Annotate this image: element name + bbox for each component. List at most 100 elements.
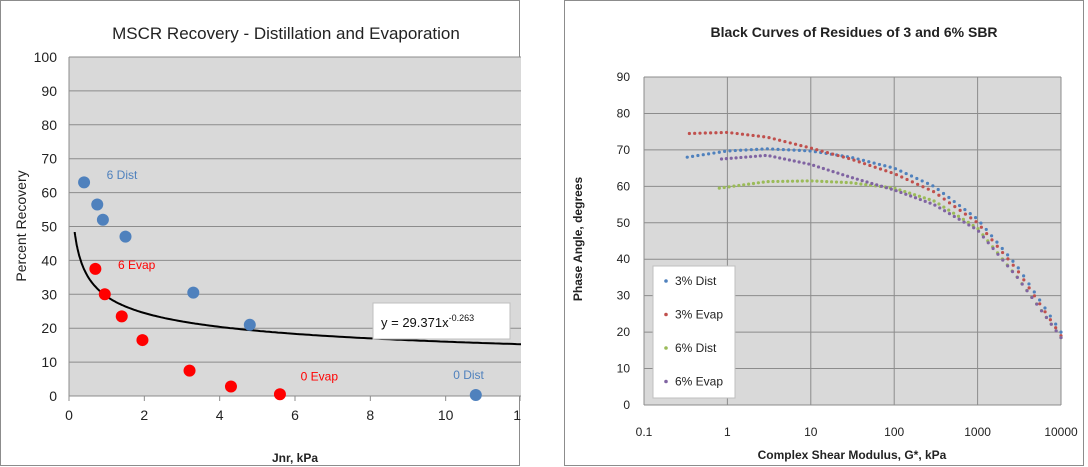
series-dot bbox=[1035, 302, 1039, 306]
series-dot bbox=[781, 148, 785, 152]
y-tick-label: 70 bbox=[41, 151, 57, 167]
point-annotations: 6 Dist 6 Evap 0 Evap 0 Dist bbox=[107, 168, 485, 384]
series-dot bbox=[849, 181, 853, 185]
series-dot bbox=[923, 199, 927, 203]
series-dot bbox=[701, 153, 705, 157]
x-tick-labels: 0.1 1 10 100 1000 10000 bbox=[636, 425, 1078, 439]
series-dot bbox=[790, 179, 795, 183]
x-tick-label: 12 bbox=[513, 407, 521, 423]
series-dot bbox=[805, 179, 809, 183]
point-annotation: 0 Evap bbox=[301, 370, 339, 384]
series-dot bbox=[921, 185, 925, 189]
series-dot bbox=[952, 214, 956, 219]
series-dot bbox=[941, 191, 946, 196]
series-dot bbox=[693, 131, 697, 135]
series-dot bbox=[799, 143, 803, 148]
series-dot bbox=[815, 148, 819, 152]
series-dot bbox=[730, 131, 734, 135]
series-dot bbox=[747, 182, 751, 186]
series-dot bbox=[825, 179, 829, 184]
series-dot bbox=[820, 179, 824, 183]
series-dot bbox=[846, 174, 850, 178]
x-tick-label: 0.1 bbox=[636, 425, 653, 439]
series-dot bbox=[709, 131, 713, 135]
series-dot bbox=[864, 182, 868, 187]
x-tick-label: 2 bbox=[140, 407, 148, 423]
series-dot bbox=[836, 171, 840, 175]
y-tick-labels: 0 10 20 30 40 50 60 70 80 90 100 bbox=[34, 49, 58, 404]
series-dot bbox=[724, 130, 729, 135]
series-dot bbox=[698, 131, 702, 135]
series-dot bbox=[1049, 322, 1053, 326]
series-dot bbox=[969, 216, 973, 220]
series-dot bbox=[782, 157, 787, 161]
equation-exponent: -0.263 bbox=[449, 313, 475, 323]
series-dot bbox=[904, 192, 908, 196]
series-dot bbox=[947, 195, 951, 200]
series-dot bbox=[834, 180, 839, 184]
series-dot bbox=[821, 166, 825, 171]
y-tick-label: 10 bbox=[617, 362, 631, 376]
series-dot bbox=[938, 206, 942, 210]
series-dot bbox=[852, 158, 856, 162]
y-tick-label: 90 bbox=[617, 70, 631, 84]
series-dot bbox=[873, 165, 877, 169]
series-dot bbox=[735, 131, 739, 136]
series-dot bbox=[831, 152, 835, 156]
series-dot bbox=[974, 220, 978, 224]
trendline-equation: y = 29.371x-0.263 bbox=[381, 313, 474, 330]
series-dot bbox=[962, 220, 966, 224]
series-dot bbox=[778, 156, 782, 160]
x-tick-label: 100 bbox=[884, 425, 904, 439]
series-dot bbox=[797, 148, 801, 153]
x-tick-label: 8 bbox=[366, 407, 374, 423]
series-dot bbox=[1016, 266, 1020, 270]
series-dot bbox=[727, 185, 731, 189]
chart-panel-mscr: 6 Dist 6 Evap 0 Evap 0 Dist 0 10 20 30 40 50 60 70… bbox=[0, 0, 521, 466]
series-dot bbox=[943, 209, 947, 213]
y-tick-label: 10 bbox=[41, 354, 57, 370]
series-dot bbox=[1048, 314, 1052, 318]
series-dot bbox=[872, 161, 876, 165]
y-tick-label: 80 bbox=[617, 106, 631, 120]
gridlines bbox=[68, 56, 521, 401]
series-dot bbox=[862, 162, 867, 166]
x-tick-label: 1000 bbox=[964, 425, 991, 439]
series-dot bbox=[917, 194, 922, 198]
dist-point bbox=[91, 198, 104, 211]
y-tick-label: 50 bbox=[617, 216, 631, 230]
series-dot bbox=[909, 194, 913, 198]
series-6-evap bbox=[719, 153, 1063, 340]
series-dot bbox=[957, 203, 962, 208]
x-axis-label: Jnr, kPa bbox=[272, 451, 318, 465]
data-points bbox=[78, 176, 482, 401]
series-dot bbox=[859, 182, 863, 186]
series-dot bbox=[1032, 290, 1036, 294]
series-dot bbox=[878, 167, 883, 171]
series-dot bbox=[1006, 257, 1010, 261]
series-dot bbox=[931, 190, 936, 194]
series-dot bbox=[1011, 263, 1015, 267]
x-tick-labels: 0 2 4 6 8 10 12 bbox=[65, 407, 521, 423]
series-dot bbox=[860, 179, 864, 183]
series-dot bbox=[737, 183, 741, 188]
series-dot bbox=[942, 197, 946, 201]
series-dot bbox=[746, 133, 750, 137]
series-dot bbox=[942, 205, 946, 209]
legend-entry: 6% Dist bbox=[675, 341, 717, 355]
y-tick-label: 30 bbox=[617, 289, 631, 303]
y-tick-label: 60 bbox=[617, 179, 631, 193]
evap-point bbox=[224, 380, 237, 393]
series-3-evap bbox=[687, 130, 1063, 338]
series-dot bbox=[915, 176, 919, 181]
series-dot bbox=[861, 158, 866, 162]
series-dot bbox=[753, 154, 758, 158]
series-dot bbox=[952, 211, 956, 215]
series-dot bbox=[916, 182, 920, 186]
series-dot bbox=[985, 231, 989, 236]
series-dot bbox=[1001, 250, 1005, 255]
series-dot bbox=[808, 149, 812, 153]
series-dot bbox=[739, 155, 743, 160]
y-axis-label: Phase Angle, degrees bbox=[571, 177, 585, 302]
x-tick-label: 0 bbox=[65, 407, 73, 423]
